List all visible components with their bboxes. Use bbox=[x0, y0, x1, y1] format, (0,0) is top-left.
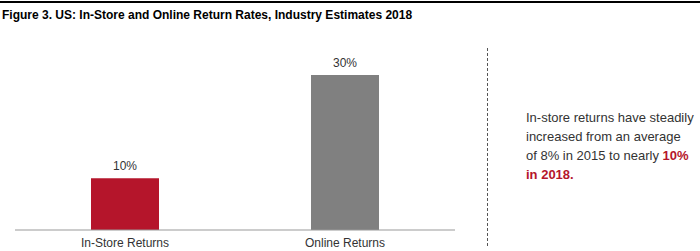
svg-text:10%: 10% bbox=[113, 159, 137, 173]
svg-text:In-Store Returns: In-Store Returns bbox=[81, 236, 169, 250]
svg-text:Online Returns: Online Returns bbox=[305, 236, 385, 250]
html-text:In-store returns have steadily: In-store returns have steadily increased… bbox=[526, 110, 694, 182]
html-text:Figure 3. US: In-Store and Onl: Figure 3. US: In-Store and Online Return… bbox=[2, 8, 413, 22]
svg-text:30%: 30% bbox=[333, 56, 357, 70]
